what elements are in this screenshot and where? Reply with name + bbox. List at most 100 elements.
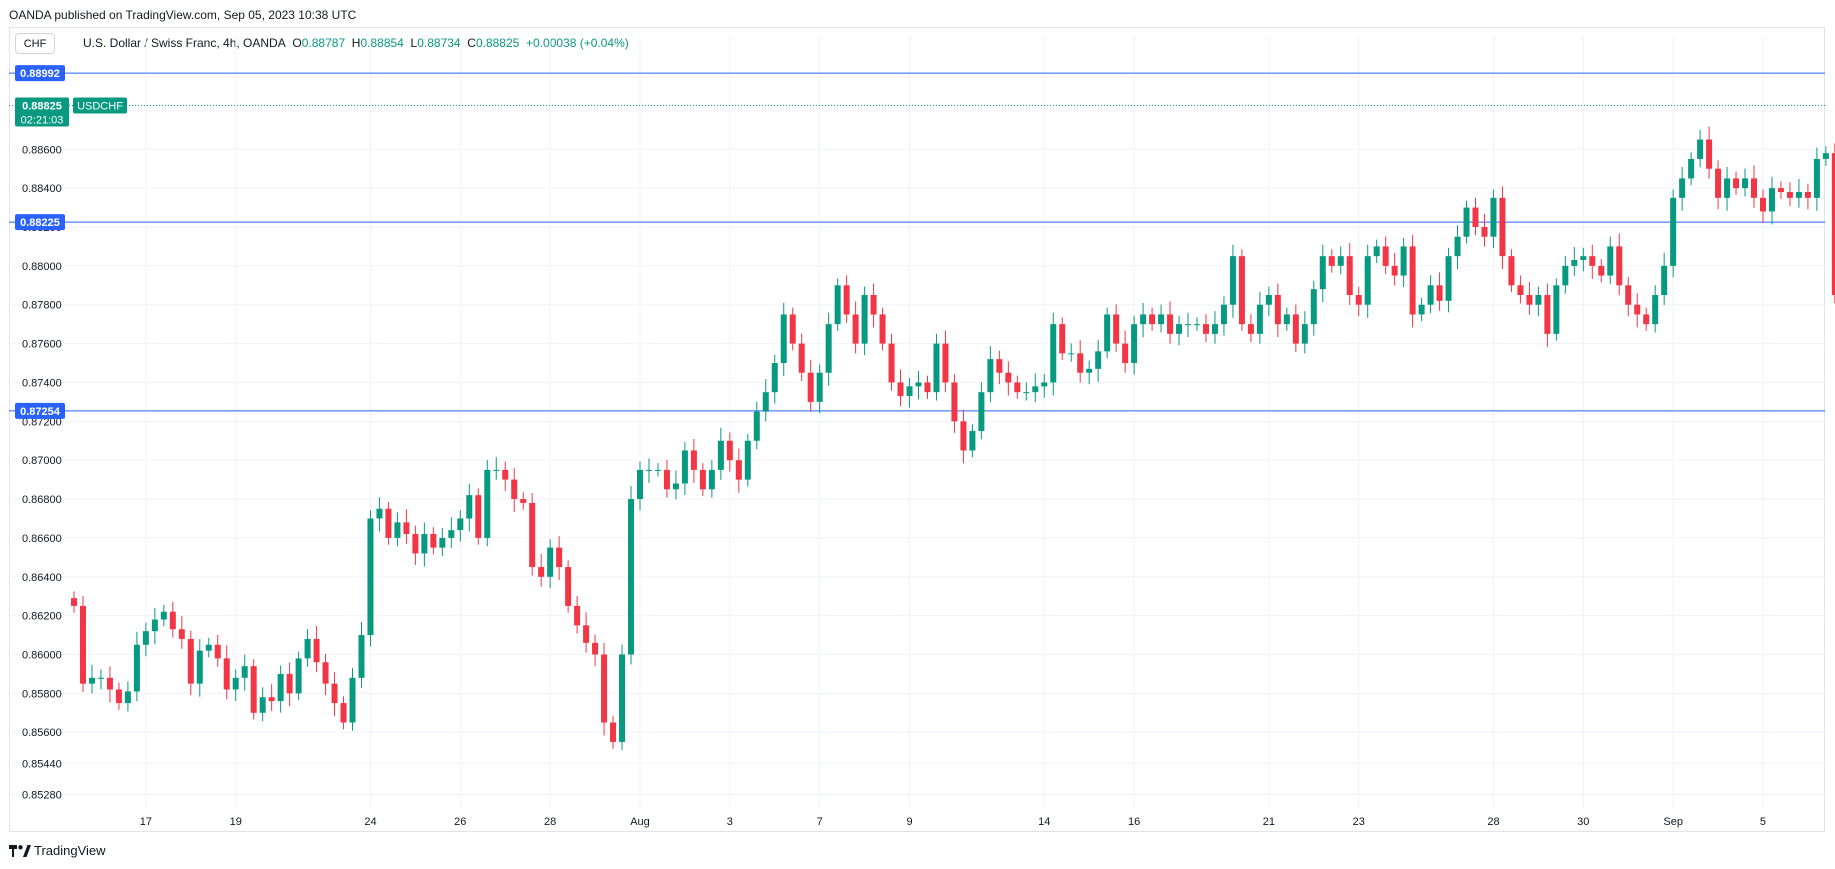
candle-down [1804,192,1811,198]
candle-up [1229,256,1236,305]
candle-up [1553,285,1560,334]
candle-down [583,625,590,643]
candle-down [870,295,877,315]
candle-up [1607,246,1614,276]
level-price-text: 0.87254 [20,406,61,418]
candle-down [502,469,509,480]
candle-down [843,285,850,315]
level-price-tag [15,402,65,419]
price-chart[interactable]: 0.85280 0.85440 0.85600 0.85800 0.86000 0.862… [0,0,1835,832]
candle-down [1598,265,1605,276]
candle-down [1517,285,1524,296]
candle-up [1185,324,1192,326]
time-tick-label: 9 [906,816,912,828]
candle-down [286,673,293,694]
candle-down [1391,265,1398,276]
candle-down [178,629,185,639]
candle-down [1122,343,1129,364]
candle-down [1508,256,1515,286]
candle-up [1795,192,1802,198]
candle-up [771,363,778,393]
candle-up [915,382,922,387]
candle-down [1733,178,1740,189]
candle-down [924,382,931,393]
candle-up [1697,139,1704,159]
close-label: C [467,36,476,50]
candle-down [430,534,437,548]
price-tick-label: 0.86000 [22,649,62,661]
candle-up [358,635,365,678]
candle-up [1194,324,1200,326]
candle-down [403,522,410,535]
ohlc-legend: U.S. Dollar / Swiss Franc, 4h, OANDA O0.… [83,36,629,50]
time-axis[interactable]: 17 19 24 26 28 Aug 3 7 9 14 16 21 23 28 30 Sep 5 [140,816,1766,828]
time-tick-label: 14 [1038,816,1050,828]
price-axis[interactable]: 0.85280 0.85440 0.85600 0.85800 0.86000 0.862… [22,144,62,801]
candle-down [1706,139,1713,169]
candle-up [933,343,940,393]
candle-down [798,343,805,373]
price-tick-label: 0.86200 [22,611,62,623]
time-tick-label: 28 [544,816,556,828]
candle-up [1095,351,1102,369]
candle-up [762,392,769,412]
symbol-search-button[interactable]: CHF [15,33,55,54]
candle-down [690,450,697,470]
time-tick-label: Aug [630,816,650,828]
candle-down [1409,246,1416,315]
candle-up [1822,153,1829,159]
candle-up [1104,314,1111,352]
candle-down [699,469,706,490]
candle-up [142,631,149,645]
tradingview-logo[interactable]: TradingView [9,843,106,858]
candle-up [367,518,374,636]
candle-up [753,411,760,441]
candle-down [1634,304,1641,315]
candle-down [1014,382,1021,393]
candle-down [79,605,86,684]
candle-down [1751,178,1758,198]
candle-up [1283,314,1290,325]
candle-down [951,382,958,422]
candle-up [1688,158,1695,179]
candle-up [1373,246,1380,257]
candle-up [1724,178,1731,198]
candle-up [1176,324,1183,334]
price-tick-label: 0.87400 [22,377,62,389]
candle-up [1337,256,1344,266]
candle-down [115,689,122,704]
candle-down [1625,285,1632,305]
close-value: 0.88825 [475,36,520,50]
candle-up [1490,197,1497,237]
candle-up [1158,314,1165,325]
candle-up [1032,386,1039,393]
time-tick-label: 17 [140,816,152,828]
candle-down [852,314,859,344]
candle-up [1319,256,1326,290]
candle-up [1068,353,1075,355]
candle-up [232,677,239,690]
candle-up [160,611,167,620]
candle-down [1481,226,1488,237]
candle-down [340,703,347,723]
candle-up [97,677,104,679]
candle-up [295,658,302,694]
price-tick-label: 0.85800 [22,688,62,700]
candle-up [448,530,455,538]
candle-down [942,343,949,383]
time-tick-label: 21 [1263,816,1275,828]
candle-up [1652,295,1659,325]
low-label: L [410,36,418,50]
instrument-title: U.S. Dollar / Swiss Franc, 4h, OANDA [83,36,286,50]
candle-up [1454,236,1461,257]
price-tick-label: 0.86400 [22,572,62,584]
last-price-text: 0.88825 [22,101,62,113]
low-value: 0.88734 [417,36,461,50]
published-by-text: OANDA published on TradingView.com, Sep … [9,8,357,22]
candle-down [1715,168,1722,198]
candle-down [1831,153,1835,296]
time-tick-label: 26 [454,816,466,828]
candle-down [592,642,599,655]
candle-up [1427,285,1434,305]
candle-down [331,683,338,704]
